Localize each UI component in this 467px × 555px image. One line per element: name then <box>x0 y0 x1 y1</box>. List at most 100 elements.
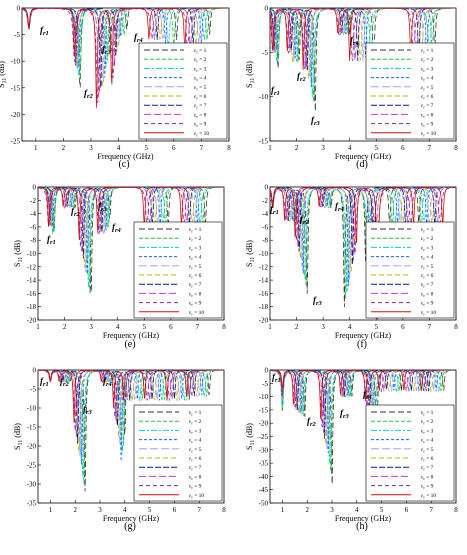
legend-label: εr = 5 <box>421 85 434 92</box>
x-tick-label: 6 <box>172 144 176 152</box>
legend-label: εr = 4 <box>421 255 434 262</box>
series-line-er10 <box>270 187 456 320</box>
series-line-er6 <box>270 8 456 79</box>
x-tick-label: 1 <box>36 323 40 331</box>
x-tick-label: 8 <box>454 323 458 331</box>
legend-label: εr = 7 <box>189 282 202 289</box>
x-tick-label: 5 <box>375 144 379 152</box>
x-axis-label: Frequency (GHz) <box>103 331 160 340</box>
y-tick-label: -18 <box>259 303 269 311</box>
y-tick-label: -14 <box>259 277 269 285</box>
x-tick-label: 6 <box>401 144 405 152</box>
legend-label: εr = 9 <box>421 122 434 129</box>
resonance-annotation-fr3: fr3 <box>102 44 112 56</box>
resonance-annotation-fr1: fr1 <box>47 234 56 246</box>
y-tick-label: 0 <box>265 5 269 13</box>
legend-label: εr = 2 <box>194 57 207 64</box>
legend-box <box>138 42 228 140</box>
panel-caption: (c) <box>118 159 129 170</box>
legend-label: εr = 7 <box>189 465 202 472</box>
x-tick-label: 6 <box>173 506 177 514</box>
resonance-annotation-fr3: fr3 <box>311 115 321 127</box>
legend-label: εr = 9 <box>189 484 202 491</box>
x-tick-label: 5 <box>144 144 148 152</box>
resonance-annotation-fr4: fr4 <box>103 376 113 388</box>
series-group <box>270 8 456 112</box>
legend: εr = 1 εr = 2 εr = 3 εr = 4 εr = 5 εr = 6 εr =… <box>365 42 455 140</box>
x-tick-label: 7 <box>196 323 200 331</box>
legend-label: εr = 4 <box>421 76 434 83</box>
series-line-er1 <box>38 370 224 492</box>
y-tick-label: -16 <box>27 290 37 298</box>
y-tick-label: -30 <box>259 446 269 454</box>
legend-label: εr = 4 <box>189 438 202 445</box>
x-tick-label: 1 <box>34 144 38 152</box>
y-tick-label: -10 <box>27 405 37 413</box>
x-tick-label: 5 <box>143 323 147 331</box>
legend-label: εr = 8 <box>189 474 202 481</box>
series-group <box>38 187 224 294</box>
y-tick-label: -15 <box>27 424 37 432</box>
x-tick-label: 2 <box>295 323 299 331</box>
x-tick-label: 7 <box>200 144 204 152</box>
legend-label: εr = 10 <box>189 493 204 500</box>
y-tick-label: -25 <box>259 433 269 441</box>
y-tick-label: -25 <box>11 138 21 146</box>
x-tick-label: 3 <box>89 323 93 331</box>
resonance-annotation-fr1: fr1 <box>270 204 279 216</box>
resonance-annotation-fr3: fr3 <box>313 295 323 307</box>
legend: εr = 1 εr = 2 εr = 3 εr = 4 εr = 5 εr = 6 εr =… <box>133 404 223 502</box>
y-axis-label: S11 (dB) <box>13 423 24 450</box>
legend-label: εr = 3 <box>421 428 434 435</box>
x-tick-label: 1 <box>268 144 272 152</box>
y-tick-label: 0 <box>33 184 37 192</box>
legend-label: εr = 9 <box>421 484 434 491</box>
legend-label: εr = 1 <box>421 410 434 417</box>
y-tick-label: -15 <box>259 138 269 146</box>
x-axis-label: Frequency (GHz) <box>103 514 160 523</box>
x-tick-label: 4 <box>355 506 359 514</box>
legend-label: εr = 7 <box>421 103 434 110</box>
series-line-er9 <box>270 187 456 320</box>
resonance-annotation-fr1: fr1 <box>272 372 281 384</box>
legend-label: εr = 10 <box>194 131 209 138</box>
y-tick-label: -15 <box>259 406 269 414</box>
panel-caption: (e) <box>124 339 135 350</box>
legend-label: εr = 10 <box>421 493 436 500</box>
x-tick-label: 3 <box>89 144 93 152</box>
y-tick-label: -18 <box>27 303 37 311</box>
legend-label: εr = 3 <box>421 66 434 73</box>
legend-label: εr = 6 <box>194 94 207 101</box>
resonance-annotation-fr3: fr3 <box>340 408 350 420</box>
y-tick-label: -4 <box>30 210 36 218</box>
legend: εr = 1 εr = 2 εr = 3 εr = 4 εr = 5 εr = 6 εr =… <box>365 221 455 319</box>
legend-label: εr = 1 <box>189 410 202 417</box>
x-tick-label: 8 <box>222 323 226 331</box>
series-line-er3 <box>270 8 456 98</box>
y-tick-label: -10 <box>27 250 37 258</box>
legend-label: εr = 4 <box>421 438 434 445</box>
x-tick-label: 4 <box>116 323 120 331</box>
legend-label: εr = 10 <box>421 131 436 138</box>
y-tick-label: -5 <box>262 380 268 388</box>
legend-label: εr = 5 <box>421 264 434 271</box>
resonance-annotation-fr1: fr1 <box>40 25 49 37</box>
series-line-er5 <box>270 187 456 292</box>
legend-label: εr = 6 <box>421 273 434 280</box>
y-tick-label: -20 <box>27 317 37 325</box>
legend-label: εr = 3 <box>194 66 207 73</box>
x-axis-label: Frequency (GHz) <box>97 152 154 161</box>
x-tick-label: 3 <box>330 506 334 514</box>
y-tick-label: -45 <box>259 486 269 494</box>
y-tick-label: -6 <box>262 223 268 231</box>
legend: εr = 1 εr = 2 εr = 3 εr = 4 εr = 5 εr = 6 εr =… <box>133 221 223 319</box>
legend-label: εr = 4 <box>189 255 202 262</box>
x-tick-label: 8 <box>227 144 231 152</box>
y-axis-label: S11 (dB) <box>13 240 24 267</box>
y-tick-label: -35 <box>259 460 269 468</box>
legend-label: εr = 8 <box>421 474 434 481</box>
resonance-annotation-fr2: fr2 <box>60 376 70 388</box>
chart-panel-g: 1 2 3 4 5 6 7 8 0 -5 -10 -15 -20 -25 -30 -35 Frequency (… <box>13 367 226 533</box>
legend-label: εr = 4 <box>194 76 207 83</box>
